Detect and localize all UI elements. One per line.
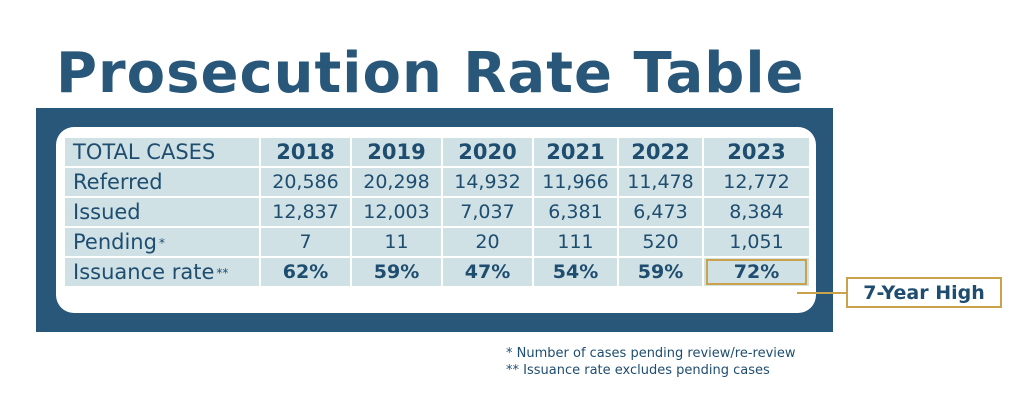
cell-value: 54% [532, 256, 619, 288]
page-title: Prosecution Rate Table [56, 41, 805, 106]
cell-value: 59% [350, 256, 443, 288]
cell-value: 14,932 [441, 166, 534, 198]
row-issued: Issued 12,837 12,003 7,037 6,381 6,473 8… [63, 196, 811, 228]
cell-value: 20 [441, 226, 534, 258]
cell-value: 111 [532, 226, 619, 258]
header-year-2022: 2022 [617, 136, 704, 168]
footnote-1: * Number of cases pending review/re-revi… [506, 346, 796, 361]
callout-label: 7-Year High [846, 277, 1002, 308]
footnotes: * Number of cases pending review/re-revi… [506, 345, 796, 379]
row-label: Issued [63, 196, 261, 228]
cell-value: 1,051 [702, 226, 811, 258]
cell-value: 72% [733, 261, 780, 283]
row-label: Pending * [63, 226, 261, 258]
footnote-marker: * [158, 236, 165, 250]
cell-value: 11,966 [532, 166, 619, 198]
cell-value: 12,003 [350, 196, 443, 228]
header-row: TOTAL CASES 2018 2019 2020 2021 2022 202… [63, 136, 811, 168]
cell-value: 8,384 [702, 196, 811, 228]
callout-connector-line [797, 292, 846, 294]
cell-value: 47% [441, 256, 534, 288]
cell-value: 62% [259, 256, 352, 288]
row-label-text: Issuance rate [73, 260, 215, 284]
cell-value: 7,037 [441, 196, 534, 228]
cell-value: 11 [350, 226, 443, 258]
row-pending: Pending * 7 11 20 111 520 1,051 [63, 226, 811, 258]
row-label: Referred [63, 166, 261, 198]
cell-value: 520 [617, 226, 704, 258]
header-year-2019: 2019 [350, 136, 443, 168]
cell-value: 6,381 [532, 196, 619, 228]
row-label: Issuance rate ** [63, 256, 261, 288]
header-year-2023: 2023 [702, 136, 811, 168]
cell-value: 12,772 [702, 166, 811, 198]
footnote-marker: ** [216, 266, 229, 280]
cell-value: 20,298 [350, 166, 443, 198]
cell-value: 11,478 [617, 166, 704, 198]
row-issuance-rate: Issuance rate ** 62% 59% 47% 54% 59% 72% [63, 256, 811, 288]
row-referred: Referred 20,586 20,298 14,932 11,966 11,… [63, 166, 811, 198]
cell-value: 7 [259, 226, 352, 258]
cell-value: 59% [617, 256, 704, 288]
cell-value: 12,837 [259, 196, 352, 228]
header-year-2020: 2020 [441, 136, 534, 168]
cell-value: 6,473 [617, 196, 704, 228]
header-total-cases: TOTAL CASES [63, 136, 261, 168]
header-year-2018: 2018 [259, 136, 352, 168]
row-label-text: Pending [73, 230, 157, 254]
row-label-text: Issued [73, 200, 141, 224]
prosecution-rate-table: TOTAL CASES 2018 2019 2020 2021 2022 202… [63, 136, 811, 288]
row-label-text: Referred [73, 170, 163, 194]
header-year-2021: 2021 [532, 136, 619, 168]
highlighted-cell: 72% [702, 256, 811, 288]
footnote-2: ** Issuance rate excludes pending cases [506, 363, 770, 378]
cell-value: 20,586 [259, 166, 352, 198]
